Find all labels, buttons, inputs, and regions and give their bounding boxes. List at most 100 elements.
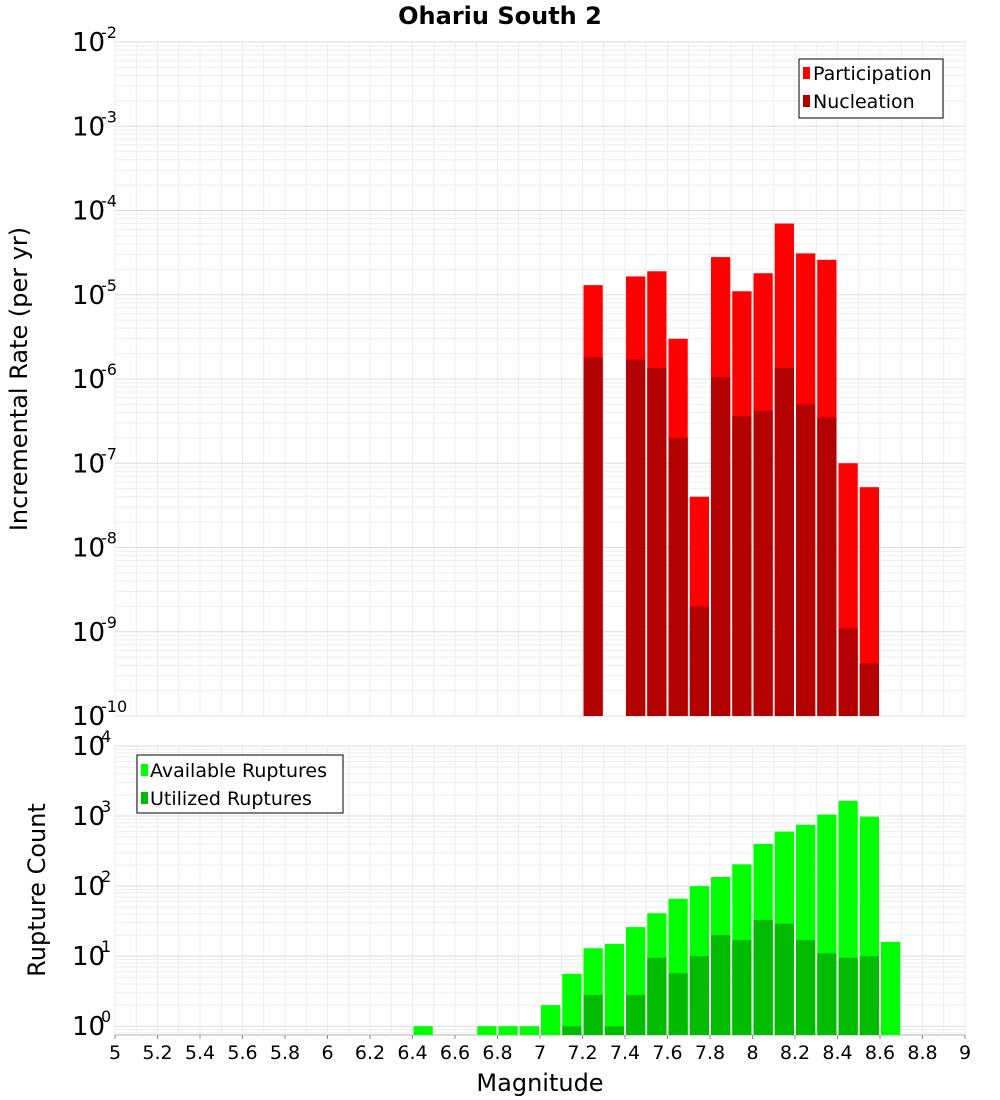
rate-y-tick-exponent: -9 (101, 613, 117, 632)
x-tick-label: 8.4 (822, 1042, 852, 1064)
x-tick-label: 8.2 (780, 1042, 810, 1064)
x-tick-label: 6 (321, 1042, 333, 1064)
count-y-tick-exponent: 2 (101, 867, 111, 886)
count-bar-b (817, 953, 837, 1035)
rate-bar-b (647, 368, 667, 716)
rate-y-tick-exponent: -6 (101, 360, 117, 379)
x-tick-label: 5.2 (142, 1042, 172, 1064)
count-bar-b (647, 957, 667, 1035)
rate-bar-b (838, 628, 858, 716)
rate-y-tick-label: 10 (72, 112, 105, 142)
count-bar-a (881, 941, 901, 1035)
x-tick-label: 5.8 (270, 1042, 300, 1064)
rate-y-tick-label: 10 (72, 449, 105, 479)
count-bar-b (753, 919, 773, 1035)
rate-bar-a (859, 487, 879, 716)
rate-y-tick-exponent: -7 (101, 444, 117, 463)
count-bar-a (413, 1026, 433, 1035)
count-bar-b (668, 973, 688, 1035)
rate-y-tick-exponent: -5 (101, 276, 117, 295)
rate-y-tick-label: 10 (72, 28, 105, 58)
count-legend-box (136, 754, 344, 814)
rate-y-tick-exponent: -3 (101, 107, 117, 126)
rate-bar-b (859, 663, 879, 716)
rate-y-tick-label: 10 (72, 702, 105, 732)
count-y-tick-label: 10 (72, 802, 105, 832)
rate-legend: Participation Nucleation (798, 58, 944, 119)
rate-bar-b (753, 410, 773, 716)
count-bar-b (774, 923, 794, 1035)
rate-y-tick-label: 10 (72, 281, 105, 311)
rate-bar-b (689, 606, 709, 716)
x-tick-label: 5.6 (227, 1042, 257, 1064)
count-y-tick-exponent: 3 (101, 797, 111, 816)
x-tick-label: 6.6 (440, 1042, 470, 1064)
participation-legend-label: Participation (813, 63, 932, 85)
rate-y-tick-exponent: -8 (101, 529, 117, 548)
count-bar-b (711, 935, 731, 1035)
x-tick-label: 7.6 (652, 1042, 682, 1064)
x-tick-label: 6.2 (355, 1042, 385, 1064)
count-y-tick-exponent: 4 (101, 727, 111, 746)
utilized-legend-swatch (141, 792, 148, 804)
x-tick-label: 9 (959, 1042, 971, 1064)
rate-grid (114, 41, 966, 717)
rate-y-tick-label: 10 (72, 365, 105, 395)
count-bar-a (519, 1026, 539, 1035)
count-bar-a (498, 1026, 518, 1035)
utilized-legend-label: Utilized Ruptures (150, 788, 312, 810)
count-bar-a (604, 943, 624, 1035)
rate-bar-b (732, 416, 752, 716)
rate-bar-b (583, 357, 603, 716)
rate-y-axis-label: Incremental Rate (per yr) (5, 227, 33, 531)
count-y-axis-label: Rupture Count (23, 803, 51, 977)
rate-y-tick-exponent: -2 (101, 23, 117, 42)
count-bar-b (796, 940, 816, 1035)
count-bar-a (477, 1026, 497, 1035)
x-tick-label: 7.2 (567, 1042, 597, 1064)
x-tick-label: 7.8 (695, 1042, 725, 1064)
count-legend: Available Ruptures Utilized Ruptures (136, 754, 344, 814)
count-bars (413, 800, 901, 1035)
x-tick-label: 8 (746, 1042, 758, 1064)
count-bar-b (626, 994, 646, 1035)
rate-bars (583, 223, 879, 717)
rate-bar-b (626, 359, 646, 716)
x-tick-label: 5 (109, 1042, 121, 1064)
count-bar-b (689, 956, 709, 1035)
count-bar-a (562, 973, 582, 1035)
x-tick-label: 5.4 (185, 1042, 215, 1064)
participation-legend-swatch (803, 67, 810, 79)
rate-y-tick-exponent: -4 (101, 192, 117, 211)
chart-title: Ohariu South 2 (398, 2, 602, 30)
rate-y-tick-exponent: -10 (101, 697, 127, 716)
rate-bar-b (817, 417, 837, 716)
x-tick-label: 6.8 (482, 1042, 512, 1064)
rate-bar-b (796, 404, 816, 716)
rate-bar-b (668, 437, 688, 716)
x-tick-label: 6.4 (397, 1042, 427, 1064)
available-legend-swatch (141, 764, 148, 776)
rate-bar-b (711, 377, 731, 716)
count-y-tick-exponent: 0 (101, 1007, 111, 1026)
rate-y-tick-label: 10 (72, 618, 105, 648)
x-tick-label: 8.6 (865, 1042, 895, 1064)
x-tick-label: 8.8 (907, 1042, 937, 1064)
rate-y-tick-label: 10 (72, 534, 105, 564)
count-bar-b (562, 1026, 582, 1035)
count-y-tick-label: 10 (72, 1012, 105, 1042)
count-y-tick-exponent: 1 (101, 937, 111, 956)
rate-y-tick-label: 10 (72, 197, 105, 227)
count-bar-b (583, 994, 603, 1035)
count-x-ticks: 5 5.2 5.4 5.6 5.8 6 6.2 6.4 6.6 6.8 7 7.2 7.4 7.6 7.8 8… (109, 1035, 971, 1064)
available-legend-label: Available Ruptures (150, 760, 327, 782)
count-bar-a (541, 1005, 561, 1035)
x-tick-label: 7.4 (610, 1042, 640, 1064)
nucleation-legend-label: Nucleation (813, 91, 915, 113)
rate-legend-box (798, 58, 944, 119)
count-bar-b (859, 956, 879, 1035)
